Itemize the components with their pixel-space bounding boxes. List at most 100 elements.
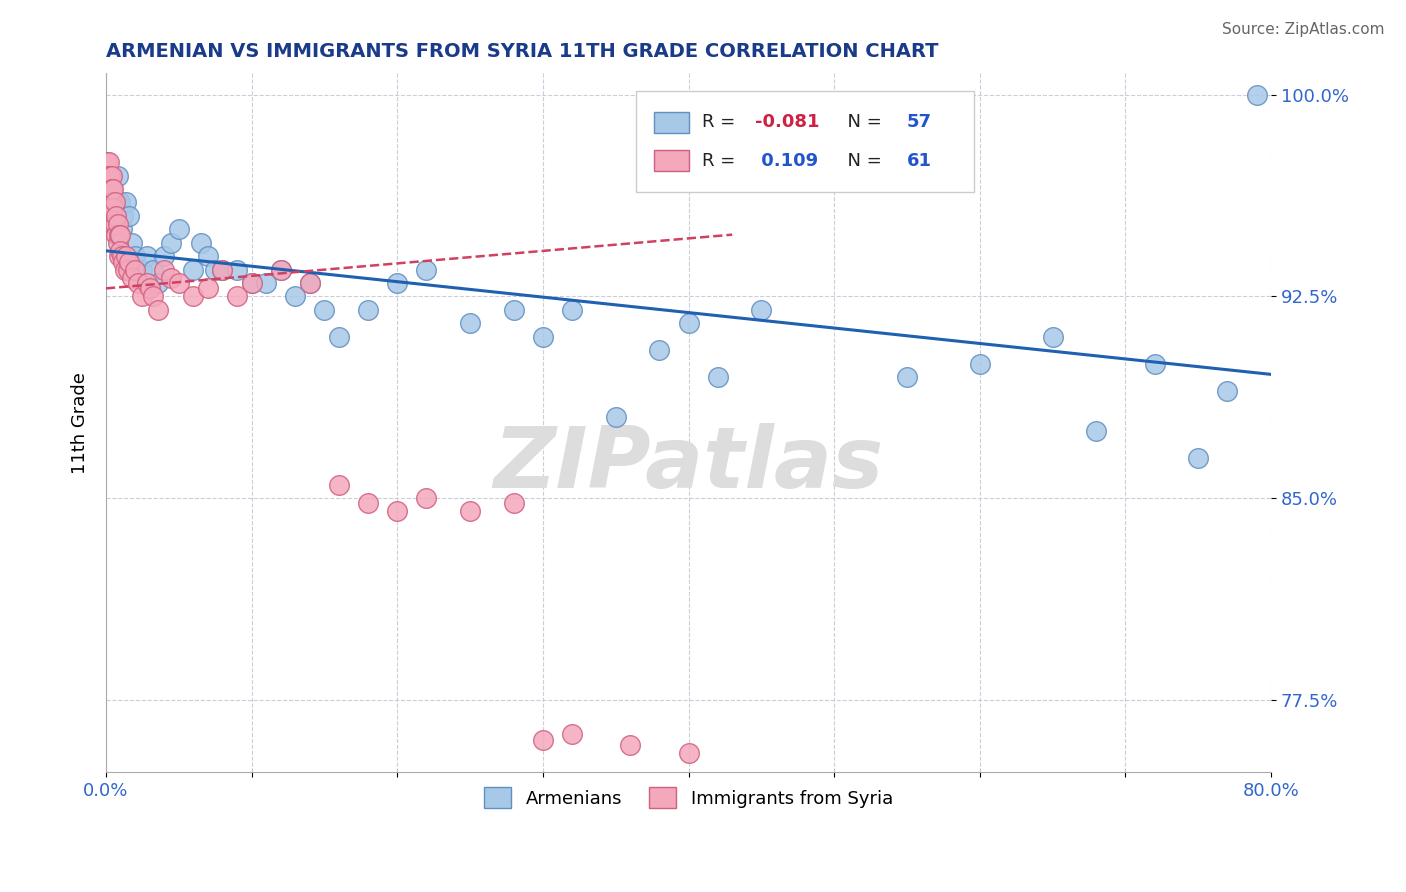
Point [115, 249, 138, 263]
Point [181, 262, 204, 277]
Text: N =: N = [837, 152, 889, 169]
Point [98, 169, 121, 183]
Point [111, 249, 134, 263]
Point [211, 262, 233, 277]
Point [124, 249, 146, 263]
Point [204, 262, 226, 277]
Point [108, 227, 131, 242]
Point [105, 209, 128, 223]
Point [270, 262, 292, 277]
Point [181, 289, 204, 303]
Point [706, 370, 728, 384]
Point [270, 262, 292, 277]
Point [211, 262, 233, 277]
Point [115, 195, 138, 210]
Bar [654, 112, 689, 133]
Point [605, 410, 627, 425]
Point [124, 262, 146, 277]
Point [127, 276, 149, 290]
Point [97, 155, 120, 169]
Point [226, 289, 249, 303]
Point [100, 169, 122, 183]
Point [98, 209, 121, 223]
Point [678, 316, 700, 330]
Point [153, 249, 176, 263]
Point [96, 182, 118, 196]
Point [97, 195, 120, 210]
Point [107, 235, 129, 250]
Point [110, 195, 132, 210]
Point [103, 217, 125, 231]
Point [97, 182, 120, 196]
Point [254, 276, 277, 290]
Point [1246, 87, 1268, 102]
Point [1085, 424, 1108, 438]
Point [138, 281, 160, 295]
Point [108, 195, 131, 210]
Point [298, 276, 321, 290]
Point [415, 262, 437, 277]
Text: ZIPatlas: ZIPatlas [494, 423, 883, 506]
Point [107, 169, 129, 183]
Point [105, 227, 128, 242]
Point [141, 289, 163, 303]
Point [107, 217, 129, 231]
Point [619, 738, 641, 752]
Point [749, 302, 772, 317]
Text: R =: R = [703, 113, 741, 131]
Bar [654, 150, 689, 171]
Point [969, 357, 991, 371]
Point [105, 209, 128, 223]
Point [240, 276, 263, 290]
Point [127, 262, 149, 277]
Point [96, 169, 118, 183]
Point [284, 289, 307, 303]
Point [141, 262, 163, 277]
Point [226, 262, 249, 277]
Point [148, 276, 170, 290]
Point [100, 195, 122, 210]
Point [197, 281, 219, 295]
Point [167, 222, 190, 236]
Point [357, 496, 380, 510]
Point [104, 195, 127, 210]
Point [112, 254, 135, 268]
Y-axis label: 11th Grade: 11th Grade [72, 372, 89, 474]
Point [678, 746, 700, 760]
Point [110, 227, 132, 242]
Point [502, 496, 524, 510]
Point [197, 249, 219, 263]
Text: -0.081: -0.081 [755, 113, 820, 131]
Point [100, 182, 122, 196]
Point [415, 491, 437, 505]
Point [108, 249, 131, 263]
Point [121, 270, 143, 285]
Point [314, 302, 336, 317]
Point [110, 244, 132, 258]
Point [104, 217, 127, 231]
Point [98, 209, 121, 223]
Point [328, 477, 350, 491]
Point [531, 330, 554, 344]
Point [561, 302, 583, 317]
Point [561, 727, 583, 741]
Point [153, 262, 176, 277]
Point [100, 182, 122, 196]
Point [135, 276, 157, 290]
Point [190, 235, 212, 250]
Point [1187, 450, 1209, 465]
Point [103, 201, 125, 215]
Point [458, 316, 481, 330]
Point [823, 155, 845, 169]
Legend: Armenians, Immigrants from Syria: Armenians, Immigrants from Syria [477, 780, 900, 815]
Point [531, 732, 554, 747]
Point [114, 262, 136, 277]
Point [357, 302, 380, 317]
Point [103, 182, 125, 196]
Text: R =: R = [703, 152, 741, 169]
Point [160, 270, 183, 285]
Text: 61: 61 [907, 152, 931, 169]
Point [1042, 330, 1064, 344]
Point [1143, 357, 1166, 371]
Point [118, 254, 141, 268]
